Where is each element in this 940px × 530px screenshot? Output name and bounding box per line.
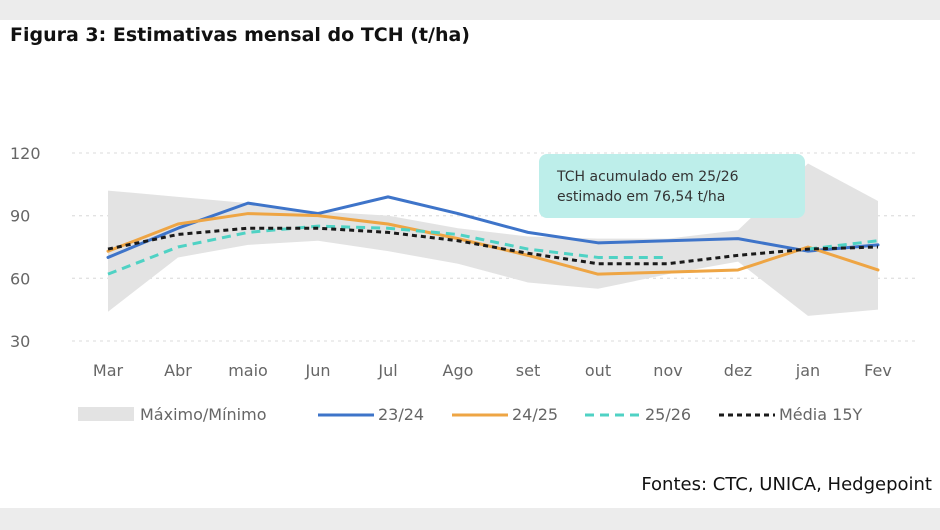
x-tick-label: Mar bbox=[93, 361, 124, 380]
x-tick-label: set bbox=[516, 361, 540, 380]
series-line-m-dia-15y bbox=[107, 226, 879, 266]
x-tick-label: dez bbox=[724, 361, 752, 380]
y-tick-label: 90 bbox=[10, 207, 30, 226]
x-tick-label: Ago bbox=[443, 361, 474, 380]
x-tick-label: Abr bbox=[164, 361, 192, 380]
chart-card: Figura 3: Estimativas mensal do TCH (t/h… bbox=[0, 20, 940, 508]
series-line-25-26 bbox=[107, 224, 879, 276]
y-tick-label: 60 bbox=[10, 269, 30, 288]
chart-title: Figura 3: Estimativas mensal do TCH (t/h… bbox=[10, 24, 470, 46]
annotation-text: estimado em 76,54 t/ha bbox=[557, 189, 725, 205]
x-tick-label: jan bbox=[795, 361, 820, 380]
legend-label-3: Média 15Y bbox=[779, 405, 863, 424]
x-tick-label: out bbox=[585, 361, 611, 380]
source-note: Fontes: CTC, UNICA, Hedgepoint bbox=[641, 474, 932, 495]
legend-label-band: Máximo/Mínimo bbox=[140, 405, 267, 424]
annotation-box bbox=[539, 154, 805, 218]
annotation-text: TCH acumulado em 25/26 bbox=[556, 169, 739, 185]
legend-swatch-band bbox=[78, 407, 134, 421]
x-tick-label: nov bbox=[653, 361, 682, 380]
max-min-band bbox=[108, 163, 878, 316]
legend-label-2: 25/26 bbox=[645, 405, 691, 424]
x-tick-label: Jul bbox=[377, 361, 397, 380]
y-tick-label: 30 bbox=[10, 332, 30, 351]
x-tick-label: Jun bbox=[305, 361, 331, 380]
line-chart: 30 60 90 120 Mar Abr maio Jun Jul Ago set out nov dez… bbox=[10, 144, 916, 424]
y-tick-label: 120 bbox=[10, 144, 41, 163]
x-tick-label: maio bbox=[228, 361, 268, 380]
legend-label-0: 23/24 bbox=[378, 405, 424, 424]
series-line-23-24 bbox=[106, 195, 880, 259]
legend-label-1: 24/25 bbox=[512, 405, 558, 424]
x-tick-label: Fev bbox=[864, 361, 892, 380]
